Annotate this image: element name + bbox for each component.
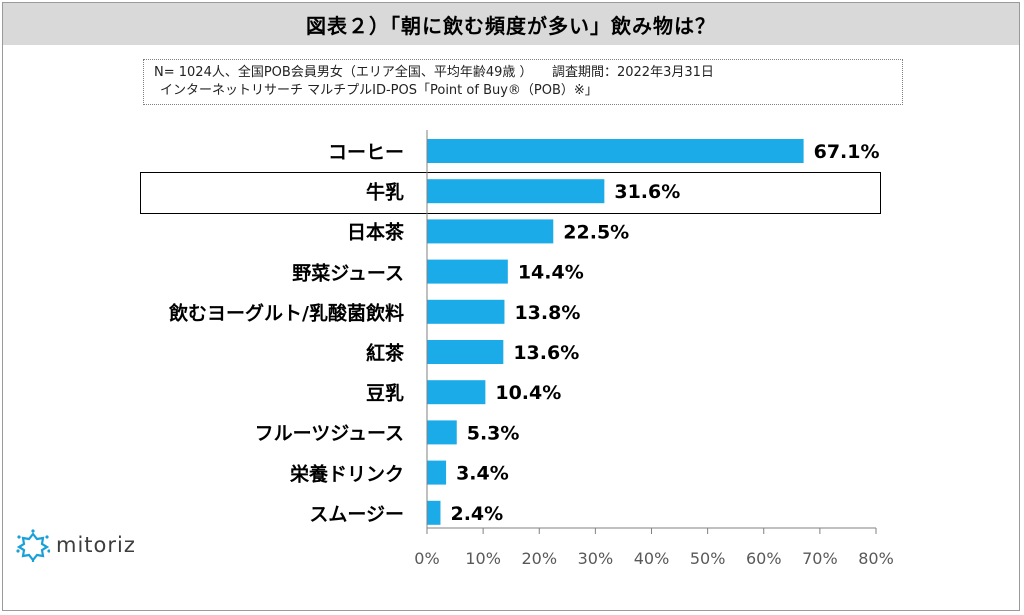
bar-4 bbox=[427, 299, 505, 324]
bar-3 bbox=[427, 259, 508, 284]
bar-8 bbox=[427, 460, 447, 485]
bar-1 bbox=[427, 179, 605, 204]
x-tick-label-6: 60% bbox=[746, 549, 782, 568]
data-label-8: 3.4% bbox=[456, 463, 509, 485]
category-label-7: フルーツジュース bbox=[254, 422, 404, 445]
survey-note-line1: N= 1024人、全国POB会員男女（エリア全国、平均年齢49歳 ） 調査期間：… bbox=[154, 65, 714, 80]
category-label-6: 豆乳 bbox=[365, 382, 404, 405]
x-tick-label-0: 0% bbox=[414, 549, 439, 568]
bar-2 bbox=[427, 219, 554, 244]
category-label-5: 紅茶 bbox=[365, 342, 404, 365]
category-label-8: 栄養ドリンク bbox=[289, 463, 404, 486]
chart-title: 図表２）「朝に飲む頻度が多い」飲み物は？ bbox=[3, 3, 1019, 45]
bar-6 bbox=[427, 380, 486, 405]
data-label-1: 31.6% bbox=[614, 181, 680, 203]
bar-5 bbox=[427, 340, 504, 364]
category-label-1: 牛乳 bbox=[365, 181, 404, 204]
x-tick-label-7: 70% bbox=[802, 549, 838, 568]
x-tick-label-8: 80% bbox=[858, 549, 894, 568]
bar-7 bbox=[427, 420, 457, 445]
data-label-6: 10.4% bbox=[495, 382, 561, 404]
highlight-box-milk bbox=[140, 172, 881, 214]
x-tick-label-5: 50% bbox=[690, 549, 726, 568]
data-label-3: 14.4% bbox=[518, 262, 584, 284]
category-label-9: スムージー bbox=[309, 503, 404, 526]
survey-note-line2: インターネットリサーチ マルチプルID-POS「Point of Buy®（PO… bbox=[160, 83, 598, 98]
data-label-2: 22.5% bbox=[563, 221, 629, 243]
category-label-2: 日本茶 bbox=[346, 221, 404, 244]
bar-9 bbox=[427, 500, 441, 525]
survey-note: N= 1024人、全国POB会員男女（エリア全国、平均年齢49歳 ） 調査期間：… bbox=[143, 59, 903, 105]
data-label-0: 67.1% bbox=[814, 141, 880, 163]
x-tick-label-2: 20% bbox=[521, 549, 557, 568]
category-label-3: 野菜ジュース bbox=[292, 262, 404, 285]
x-tick-label-3: 30% bbox=[578, 549, 614, 568]
mitoriz-logo: mitoriz bbox=[16, 528, 136, 562]
logo-text: mitoriz bbox=[56, 533, 136, 557]
x-tick-label-4: 40% bbox=[634, 549, 670, 568]
data-label-4: 13.8% bbox=[514, 302, 580, 324]
x-tick-label-1: 10% bbox=[465, 549, 501, 568]
data-label-5: 13.6% bbox=[513, 342, 579, 364]
data-label-7: 5.3% bbox=[467, 422, 520, 444]
category-label-0: コーヒー bbox=[327, 141, 404, 164]
bar-0 bbox=[427, 139, 804, 163]
category-label-4: 飲むヨーグルト/乳酸菌飲料 bbox=[169, 302, 404, 325]
data-label-9: 2.4% bbox=[450, 503, 503, 525]
sun-burst-logo-icon bbox=[16, 529, 50, 562]
